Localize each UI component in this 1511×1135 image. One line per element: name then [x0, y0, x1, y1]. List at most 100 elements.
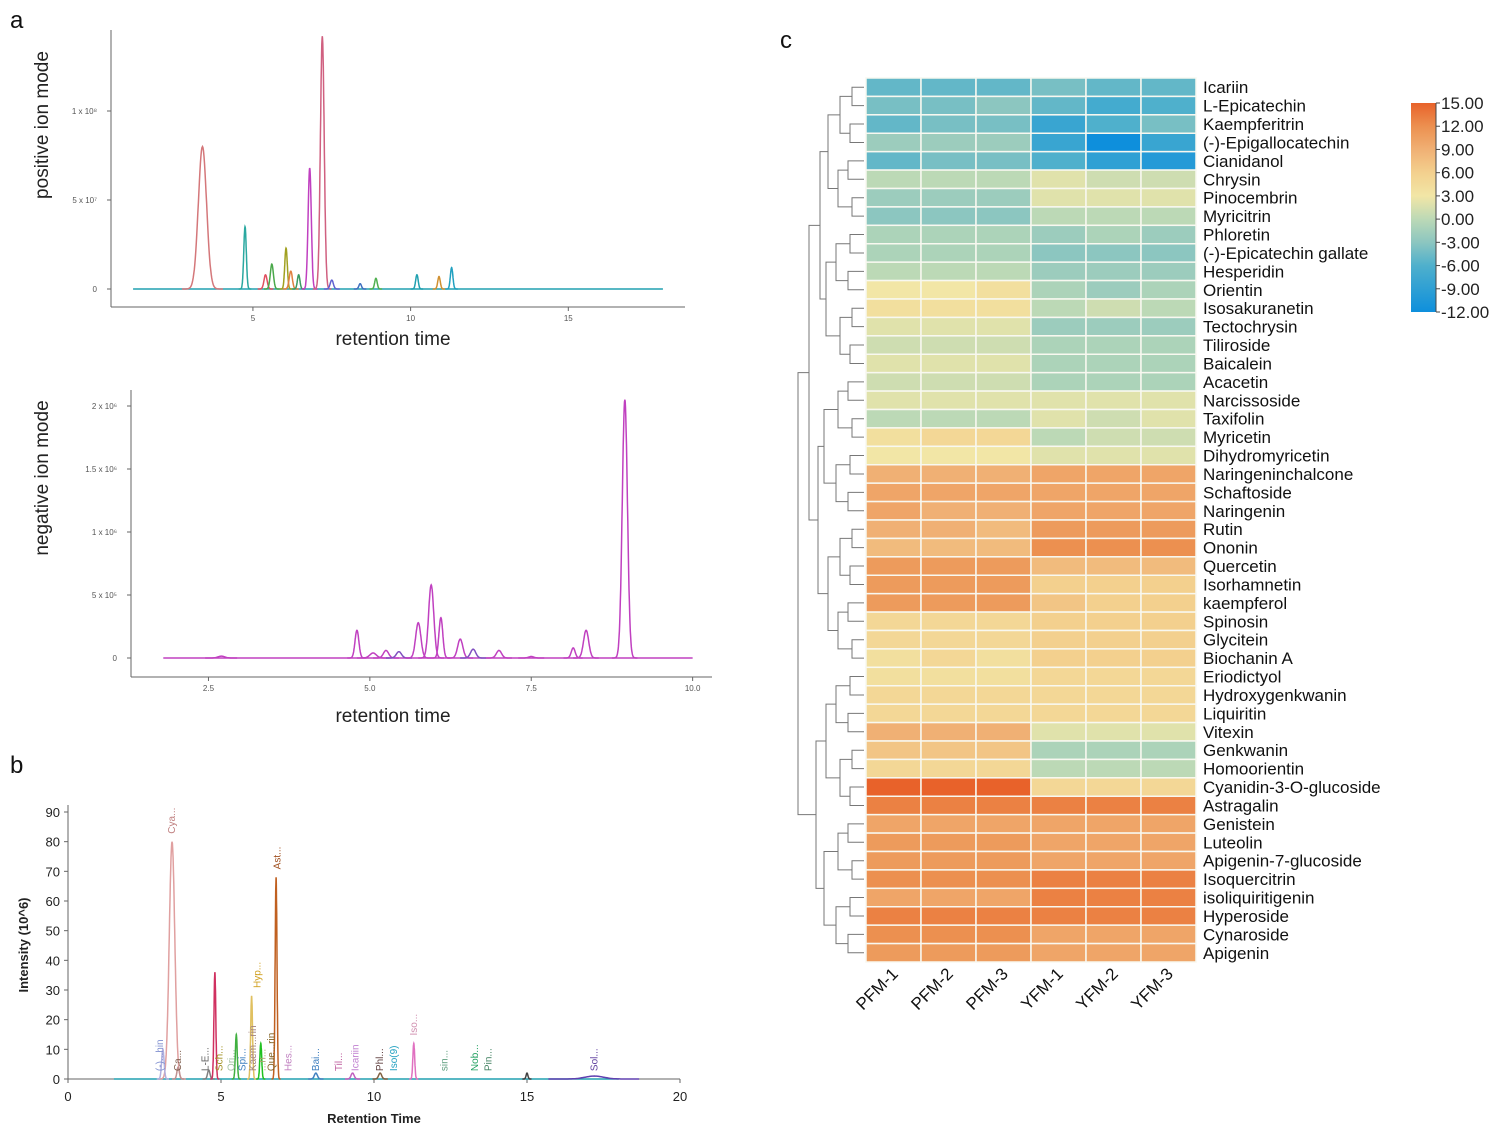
dendrogram-branch: [825, 261, 840, 337]
heatmap-cell: [1030, 869, 1087, 890]
heatmap-cell: [1140, 574, 1197, 595]
heatmap-cell: [975, 243, 1032, 263]
heatmap-cell: [975, 445, 1032, 466]
panel-label-c: c: [780, 27, 792, 54]
heatmap-cell: [1140, 795, 1197, 816]
row-label: Apigenin: [1203, 944, 1269, 963]
heatmap-cell: [920, 850, 977, 871]
heatmap-cell: [1030, 77, 1087, 98]
y-tick-label: 20: [46, 1013, 60, 1028]
peak-label: Cya...: [167, 808, 178, 834]
heatmap-cell: [865, 537, 922, 558]
heatmap-cell: [865, 353, 922, 374]
dendrogram-branch: [849, 344, 864, 364]
heatmap-cell: [865, 906, 922, 926]
heatmap-cell: [975, 408, 1032, 429]
heatmap-cell: [865, 942, 922, 963]
heatmap-cell: [1030, 408, 1087, 429]
heatmap-cell: [1030, 279, 1087, 300]
heatmap-cell: [1030, 758, 1087, 779]
heatmap-cell: [1140, 685, 1197, 705]
heatmap-cell: [920, 795, 977, 816]
heatmap-cell: [1030, 95, 1087, 116]
heatmap-cell: [865, 150, 922, 171]
peak-trace: [431, 616, 451, 659]
heatmap-cell: [975, 261, 1032, 282]
heatmap-cell: [865, 574, 922, 595]
heatmap-cell: [865, 813, 922, 834]
column-label: PFM-2: [907, 964, 956, 1013]
heatmap-cell: [1140, 519, 1197, 540]
heatmap-cell: [1030, 445, 1087, 466]
peak-trace: [522, 1072, 532, 1080]
heatmap-cell: [1030, 353, 1087, 374]
row-label: Luteolin: [1203, 833, 1263, 852]
heatmap-cell: [975, 758, 1032, 779]
row-label: Icariin: [1203, 78, 1248, 97]
heatmap-cell: [1140, 924, 1197, 945]
peak-label: Sol...: [589, 1048, 600, 1071]
row-label: Kaempferitrin: [1203, 115, 1304, 134]
heatmap-cell: [1085, 887, 1142, 908]
peak-label: (-)...hin: [155, 1039, 166, 1071]
row-label: Isosakuranetin: [1203, 299, 1314, 318]
heatmap-cell: [975, 316, 1032, 337]
x-axis-title: retention time: [335, 706, 450, 727]
peak-trace: [518, 655, 545, 659]
peak-trace: [486, 649, 512, 659]
heatmap-cell: [1085, 482, 1142, 503]
heatmap-cell: [865, 887, 922, 908]
heatmap-cell: [920, 408, 977, 429]
heatmap-cell: [1030, 298, 1087, 319]
heatmap-cell: [865, 519, 922, 540]
heatmap-cell: [1140, 390, 1197, 411]
heatmap-cell: [1030, 777, 1087, 797]
heatmap-cell: [920, 77, 977, 98]
x-tick-label: 7.5: [526, 684, 538, 693]
peak-trace: [256, 1041, 266, 1080]
heatmap-cell: [865, 648, 922, 669]
heatmap-cell: [865, 611, 922, 632]
peak-trace: [409, 1041, 419, 1080]
peak-trace: [308, 1072, 324, 1080]
x-axis-title: Retention Time: [327, 1111, 421, 1126]
peak-trace: [156, 1047, 169, 1080]
heatmap-cell: [975, 648, 1032, 669]
row-label: Tiliroside: [1203, 336, 1270, 355]
heatmap-cell: [1085, 721, 1142, 742]
heatmap-cell: [1085, 353, 1142, 374]
intensity-chromatogram: 0 5 10 15 20 0 10 20 30 40 50 60 70 80 90 Intensity (10…: [16, 805, 687, 1126]
peak-label: Icariin: [351, 1044, 362, 1071]
row-label: kaempferol: [1203, 594, 1287, 613]
heatmap-cell: [920, 224, 977, 245]
heatmap-cell: [1085, 427, 1142, 448]
row-label: Spinosin: [1203, 612, 1268, 631]
heatmap-cell: [1140, 556, 1197, 576]
heatmap-cell: [1030, 685, 1087, 705]
peak-label: sin...: [439, 1050, 450, 1071]
y-axis-title: positive ion mode: [32, 51, 53, 199]
column-label: PFM-1: [852, 964, 901, 1013]
peak-trace: [410, 273, 424, 290]
colorbar-tick-label: 15.00: [1441, 94, 1484, 113]
heatmap-cell: [1085, 95, 1142, 116]
heatmap-cell: [1140, 150, 1197, 171]
heatmap-cell: [1030, 813, 1087, 834]
heatmap-cell: [975, 592, 1032, 613]
y-tick-label: 0: [113, 654, 118, 663]
peak-label: Hes...: [283, 1045, 294, 1071]
row-label: Acacetin: [1203, 373, 1268, 392]
heatmap-cell: [1085, 243, 1142, 263]
heatmap-cell: [1085, 169, 1142, 190]
heatmap-cell: [1030, 611, 1087, 632]
heatmap-cell: [975, 206, 1032, 227]
heatmap-cell: [975, 279, 1032, 300]
peak-trace: [172, 1066, 185, 1080]
colorbar: [1411, 103, 1436, 312]
dendrogram-branch: [847, 823, 864, 843]
row-label: Biochanin A: [1203, 649, 1293, 668]
heatmap-cell: [920, 629, 977, 650]
heatmap-cell: [865, 685, 922, 705]
heatmap-cell: [975, 850, 1032, 871]
heatmap-cell: [920, 206, 977, 227]
